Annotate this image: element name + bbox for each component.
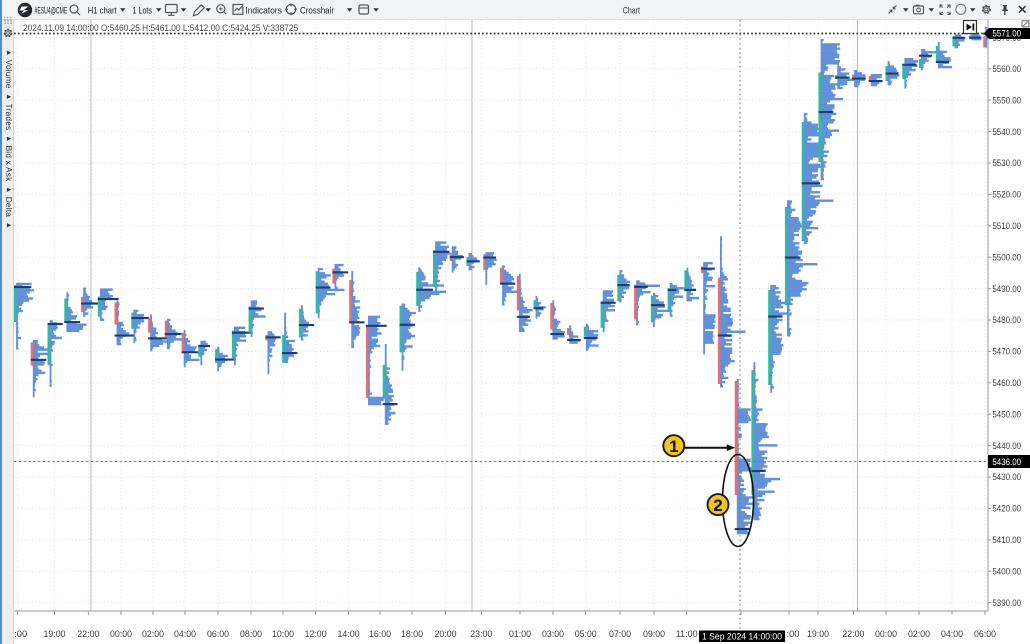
- svg-text:5490.00: 5490.00: [992, 284, 1021, 295]
- svg-text:00:00: 00:00: [875, 629, 897, 640]
- svg-text:5500.00: 5500.00: [992, 252, 1021, 263]
- svg-text:H1 chart: H1 chart: [88, 5, 117, 16]
- svg-text:1: 1: [669, 437, 678, 456]
- svg-text:01:00: 01:00: [509, 629, 531, 640]
- svg-text:19:00: 19:00: [807, 629, 829, 640]
- svg-text:5450.00: 5450.00: [992, 409, 1021, 420]
- svg-text:08:00: 08:00: [240, 629, 262, 640]
- svg-text:Chart: Chart: [623, 5, 640, 16]
- svg-text:04:00: 04:00: [941, 629, 963, 640]
- svg-text:20:00: 20:00: [435, 629, 457, 640]
- svg-text:Crosshair: Crosshair: [300, 5, 334, 16]
- svg-text:1 Lots: 1 Lots: [133, 5, 153, 16]
- svg-text:#ESU4@CME: #ESU4@CME: [35, 5, 68, 16]
- svg-text:5560.00: 5560.00: [992, 64, 1021, 75]
- svg-text:5430.00: 5430.00: [992, 472, 1021, 483]
- svg-text:02:00: 02:00: [142, 629, 164, 640]
- svg-text:14:00: 14:00: [338, 629, 360, 640]
- svg-text:06:00: 06:00: [207, 629, 229, 640]
- svg-text:5571.00: 5571.00: [992, 29, 1021, 40]
- svg-text:23:00: 23:00: [470, 629, 492, 640]
- svg-text:12:00: 12:00: [305, 629, 327, 640]
- svg-text:18:00: 18:00: [401, 629, 423, 640]
- svg-text:22:00: 22:00: [842, 629, 864, 640]
- svg-text:5470.00: 5470.00: [992, 347, 1021, 358]
- svg-text:5400.00: 5400.00: [992, 566, 1021, 577]
- svg-text:5420.00: 5420.00: [992, 504, 1021, 515]
- svg-text:5440.00: 5440.00: [992, 441, 1021, 452]
- svg-text:5390.00: 5390.00: [992, 598, 1021, 609]
- svg-text:00:00: 00:00: [110, 629, 132, 640]
- svg-text:10:00: 10:00: [272, 629, 294, 640]
- svg-text:5436.00: 5436.00: [992, 457, 1021, 468]
- svg-text:04:00: 04:00: [174, 629, 196, 640]
- svg-text:5530.00: 5530.00: [992, 158, 1021, 169]
- svg-text:5540.00: 5540.00: [992, 127, 1021, 138]
- svg-text:19:00: 19:00: [44, 629, 66, 640]
- svg-text:5410.00: 5410.00: [992, 535, 1021, 546]
- svg-text:Indicators: Indicators: [245, 5, 282, 16]
- svg-text:5520.00: 5520.00: [992, 190, 1021, 201]
- svg-text:03:00: 03:00: [542, 629, 564, 640]
- svg-text:5510.00: 5510.00: [992, 221, 1021, 232]
- svg-text:5480.00: 5480.00: [992, 315, 1021, 326]
- svg-text:11:00: 11:00: [676, 629, 698, 640]
- svg-text:02:00: 02:00: [908, 629, 930, 640]
- svg-text:5550.00: 5550.00: [992, 95, 1021, 106]
- svg-text:2: 2: [713, 496, 722, 515]
- svg-text:1 Sep 2024 14:00:00: 1 Sep 2024 14:00:00: [702, 632, 782, 642]
- svg-text:05:00: 05:00: [575, 629, 597, 640]
- svg-text:09:00: 09:00: [643, 629, 665, 640]
- svg-text:07:00: 07:00: [609, 629, 631, 640]
- svg-text::00: :00: [787, 629, 800, 640]
- svg-text:06:00: 06:00: [974, 629, 996, 640]
- svg-text:16:00: 16:00: [369, 629, 391, 640]
- svg-text::00: :00: [14, 629, 27, 640]
- svg-text:22:00: 22:00: [77, 629, 99, 640]
- svg-text:5460.00: 5460.00: [992, 378, 1021, 389]
